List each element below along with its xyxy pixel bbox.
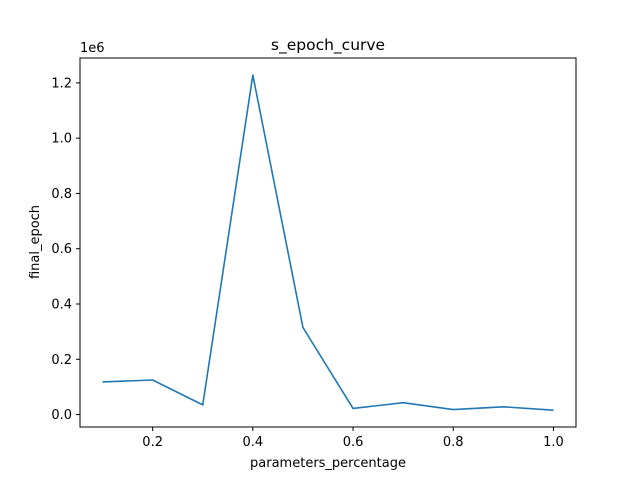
x-axis-ticks: 0.2 0.4 0.6 0.8 1.0 <box>142 427 564 450</box>
x-tick-label: 1.0 <box>543 435 564 450</box>
plot-area: 0.2 0.4 0.6 0.8 1.0 0.0 0.2 0.4 0.6 0.8 1.0 1.2 <box>51 57 577 450</box>
y-tick-label: 0.6 <box>51 242 72 257</box>
y-tick-label: 0.8 <box>51 187 72 202</box>
x-tick-label: 0.2 <box>142 435 163 450</box>
x-tick-label: 0.4 <box>243 435 264 450</box>
x-tick-label: 0.6 <box>343 435 364 450</box>
x-tick-label: 0.8 <box>443 435 464 450</box>
x-axis-label: parameters_percentage <box>250 456 406 471</box>
y-axis-label: final_epoch <box>28 205 43 279</box>
y-tick-label: 0.4 <box>51 298 72 313</box>
series-layer <box>102 74 554 411</box>
y-tick-label: 1.2 <box>51 76 72 91</box>
chart-title: s_epoch_curve <box>271 36 385 55</box>
y-tick-label: 0.2 <box>51 353 72 368</box>
plot-frame <box>79 57 577 428</box>
series-line <box>102 74 554 411</box>
y-axis-offset-label: 1e6 <box>80 41 105 56</box>
y-axis-ticks: 0.0 0.2 0.4 0.6 0.8 1.0 1.2 <box>51 76 80 423</box>
y-tick-label: 0.0 <box>51 408 72 423</box>
y-tick-label: 1.0 <box>51 132 72 147</box>
